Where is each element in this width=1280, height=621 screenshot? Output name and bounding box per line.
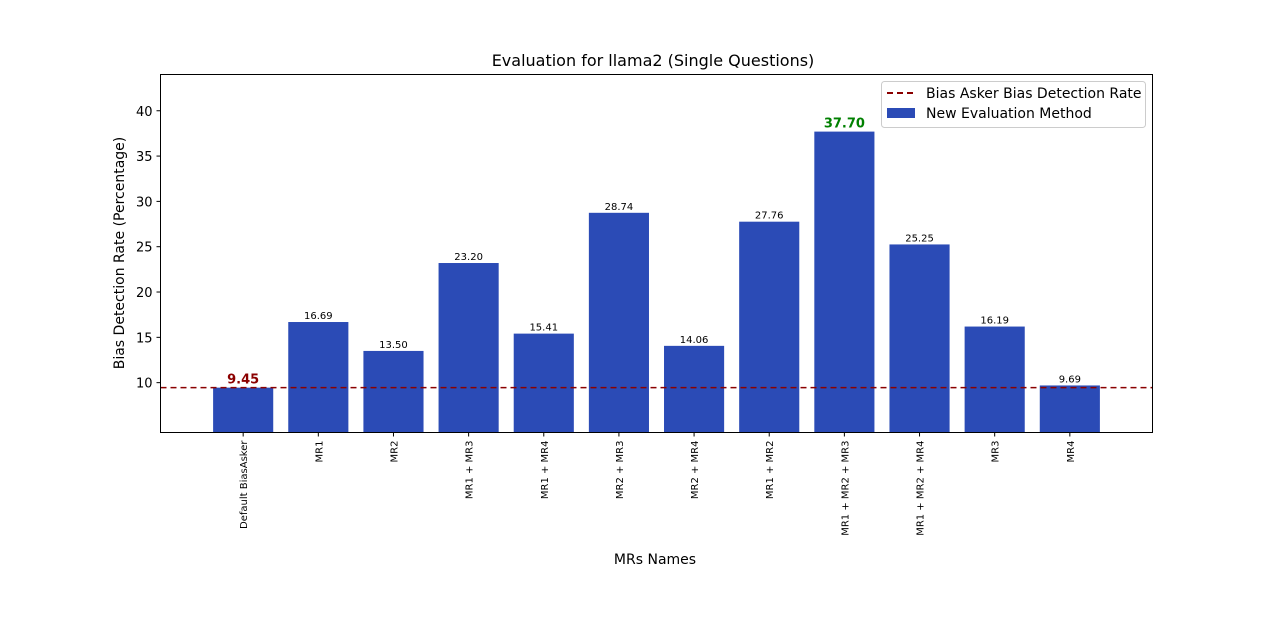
legend: Bias Asker Bias Detection Rate New Evalu… bbox=[881, 81, 1146, 128]
x-tick-label-8: MR1 + MR2 + MR3 bbox=[840, 441, 851, 536]
bar-10 bbox=[964, 326, 1025, 433]
x-tick-label-11: MR4 bbox=[1066, 441, 1077, 463]
bar-value-label-2: 13.50 bbox=[379, 340, 408, 351]
bar-2 bbox=[363, 350, 424, 433]
bar-value-label-3: 23.20 bbox=[454, 252, 483, 263]
legend-entry-reference-line: Bias Asker Bias Detection Rate bbox=[926, 86, 1142, 102]
x-tick-label-0: Default BiasAsker bbox=[239, 440, 250, 529]
x-tick-label-5: MR2 + MR3 bbox=[615, 441, 626, 500]
x-tick-label-9: MR1 + MR2 + MR4 bbox=[916, 441, 927, 536]
bar-value-label-0: 9.45 bbox=[227, 373, 259, 388]
x-tick-label-1: MR1 bbox=[314, 441, 325, 463]
x-tick-label-3: MR1 + MR3 bbox=[465, 441, 476, 500]
legend-bar-swatch bbox=[887, 108, 915, 118]
bar-value-label-10: 16.19 bbox=[980, 316, 1009, 327]
bar-7 bbox=[739, 221, 800, 433]
bar-1 bbox=[288, 322, 349, 433]
x-tick-label-7: MR1 + MR2 bbox=[765, 441, 776, 500]
bar-value-label-9: 25.25 bbox=[905, 233, 934, 244]
bar-0 bbox=[213, 387, 274, 433]
bar-value-label-6: 14.06 bbox=[680, 335, 709, 346]
x-tick-label-6: MR2 + MR4 bbox=[690, 441, 701, 500]
bar-value-label-1: 16.69 bbox=[304, 311, 333, 322]
y-tick-label-4: 30 bbox=[136, 195, 153, 210]
y-tick-label-5: 35 bbox=[136, 150, 153, 165]
bar-value-label-7: 27.76 bbox=[755, 211, 784, 222]
bar-6 bbox=[664, 345, 725, 433]
x-tick-label-10: MR3 bbox=[991, 441, 1002, 463]
bar-8 bbox=[814, 131, 875, 433]
legend-box bbox=[881, 81, 1146, 128]
chart-title: Evaluation for llama2 (Single Questions) bbox=[492, 51, 815, 70]
bar-value-label-11: 9.69 bbox=[1059, 374, 1081, 385]
bar-value-label-5: 28.74 bbox=[605, 202, 634, 213]
x-tick-label-4: MR1 + MR4 bbox=[540, 441, 551, 500]
bar-9 bbox=[889, 244, 950, 433]
plot-area-frame bbox=[160, 74, 1153, 433]
x-tick-label-2: MR2 bbox=[389, 441, 400, 463]
y-tick-label-3: 25 bbox=[136, 241, 153, 256]
bar-4 bbox=[513, 333, 574, 433]
bar-5 bbox=[588, 212, 649, 433]
y-axis-label: Bias Detection Rate (Percentage) bbox=[112, 137, 128, 370]
bar-value-label-8: 37.70 bbox=[824, 117, 865, 132]
y-tick-label-2: 20 bbox=[136, 286, 153, 301]
y-tick-label-0: 10 bbox=[136, 377, 153, 392]
legend-entry-new-evaluation-method: New Evaluation Method bbox=[926, 106, 1092, 122]
x-axis-label: MRs Names bbox=[614, 552, 696, 568]
bar-11 bbox=[1039, 385, 1100, 433]
bar-3 bbox=[438, 263, 499, 433]
y-tick-label-1: 15 bbox=[136, 331, 153, 346]
y-tick-label-6: 40 bbox=[136, 105, 153, 120]
bar-value-label-4: 15.41 bbox=[529, 323, 558, 334]
